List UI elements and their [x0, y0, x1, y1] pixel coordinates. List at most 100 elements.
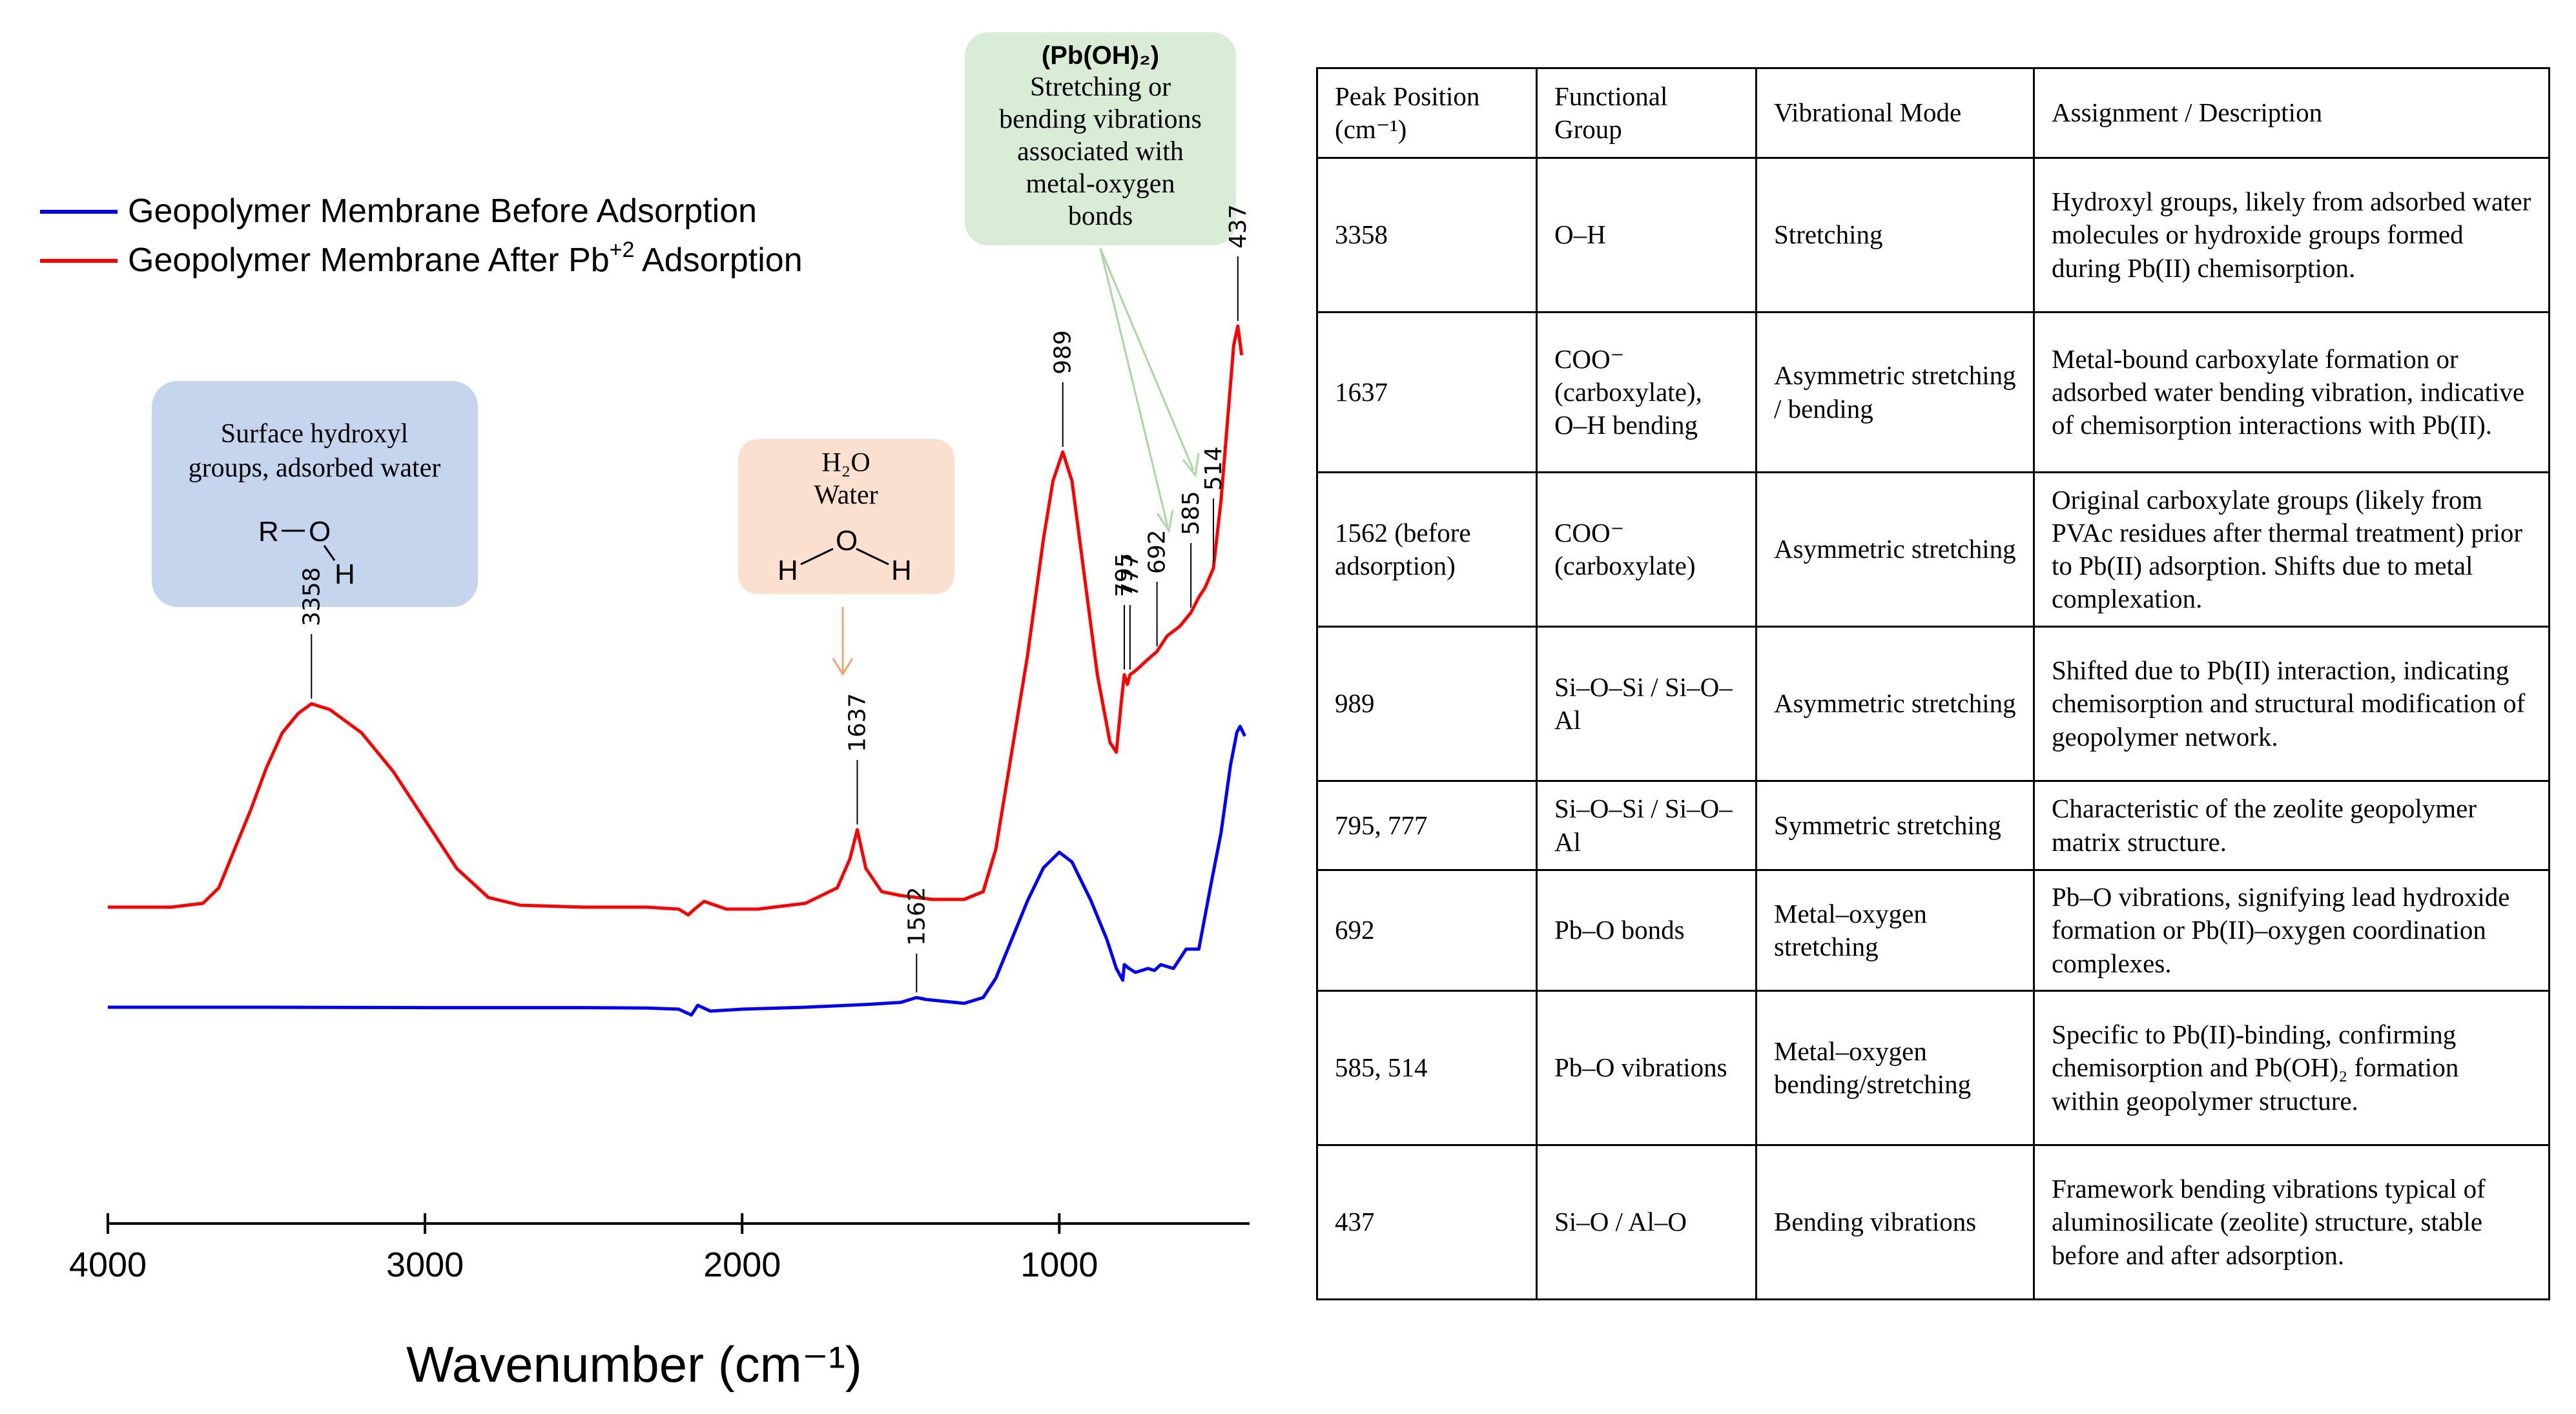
- cell-description: Specific to Pb(II)-binding, confirming c…: [2033, 990, 2550, 1146]
- cell-mode: Stretching: [1755, 157, 2035, 313]
- table-row: 989 Si–O–Si / Si–O–Al Asymmetric stretch…: [1316, 626, 2550, 782]
- cell-peak: 1562 (before adsorption): [1316, 471, 1538, 628]
- pboh-note-box: [965, 32, 1236, 245]
- header-vibrational-mode: Vibrational Mode: [1755, 67, 2035, 159]
- peak-assignment-table: Peak Position (cm⁻¹) Functional Group Vi…: [1316, 67, 2550, 1300]
- pboh-note-line5: bonds: [1068, 201, 1133, 231]
- cell-mode: Bending vibrations: [1755, 1144, 2035, 1300]
- cell-peak: 585, 514: [1316, 990, 1538, 1146]
- table-row: 585, 514 Pb–O vibrations Metal–oxygen be…: [1316, 990, 2550, 1146]
- peak-label-777: 777: [1117, 553, 1144, 597]
- table-row: 692 Pb–O bonds Metal–oxygen stretching P…: [1316, 869, 2550, 992]
- pboh-arrow-2-head: [1182, 453, 1200, 478]
- cell-peak: 795, 777: [1316, 780, 1538, 871]
- cell-mode: Asymmetric stretching / bending: [1755, 311, 2035, 473]
- peak-label-1562: 1562: [903, 886, 930, 946]
- cell-peak: 437: [1316, 1144, 1538, 1300]
- x-axis: 4000 3000 2000 1000: [69, 1213, 1250, 1284]
- peak-label-514: 514: [1200, 446, 1227, 491]
- cell-description: Pb–O vibrations, signifying lead hydroxi…: [2033, 869, 2550, 992]
- cell-peak: 1637: [1316, 311, 1538, 473]
- water-bond-2: [856, 548, 889, 566]
- series-line-before: [108, 724, 1246, 1017]
- ftir-chart: Geopolymer Membrane Before Adsorption Ge…: [40, 32, 1252, 1393]
- table-header-row: Peak Position (cm⁻¹) Functional Group Vi…: [1316, 67, 2550, 159]
- cell-group: Si–O–Si / Si–O–Al: [1536, 780, 1757, 871]
- pboh-note-line1: Stretching or: [1030, 72, 1171, 102]
- cell-group: Si–O–Si / Si–O–Al: [1536, 626, 1757, 782]
- hydroxyl-note-line2: groups, adsorbed water: [189, 453, 441, 483]
- cell-group: Pb–O vibrations: [1536, 990, 1757, 1146]
- cell-description: Hydroxyl groups, likely from adsorbed wa…: [2033, 157, 2550, 313]
- hydroxyl-note-line1: Surface hydroxyl: [221, 419, 408, 449]
- header-assignment: Assignment / Description: [2033, 67, 2550, 159]
- cell-mode: Metal–oxygen bending/stretching: [1755, 990, 2035, 1146]
- hydroxyl-struct-r: R: [258, 516, 279, 548]
- header-functional-group: Functional Group: [1536, 67, 1757, 159]
- cell-description: Original carboxylate groups (likely from…: [2033, 471, 2550, 628]
- table-row: 1637 COO⁻ (carboxylate), O–H bending Asy…: [1316, 311, 2550, 473]
- x-axis-label: Wavenumber (cm⁻¹): [406, 1336, 862, 1393]
- cell-description: Metal-bound carboxylate formation or ads…: [2033, 311, 2550, 473]
- water-struct-h2: H: [891, 555, 912, 586]
- cell-peak: 989: [1316, 626, 1538, 782]
- table-row: 795, 777 Si–O–Si / Si–O–Al Symmetric str…: [1316, 780, 2550, 871]
- pboh-note-line4: metal-oxygen: [1026, 169, 1175, 199]
- cell-group: COO⁻ (carboxylate): [1536, 471, 1757, 628]
- cell-group: O–H: [1536, 157, 1757, 313]
- peak-label-437: 437: [1225, 204, 1252, 249]
- water-note-line2: Water: [814, 480, 878, 510]
- cell-group: Si–O / Al–O: [1536, 1144, 1757, 1300]
- hydroxyl-struct-o: O: [309, 516, 331, 548]
- legend: Geopolymer Membrane Before Adsorption Ge…: [40, 192, 803, 279]
- hydroxyl-struct-h: H: [335, 558, 355, 590]
- table-row: 437 Si–O / Al–O Bending vibrations Frame…: [1316, 1144, 2550, 1300]
- water-bond-1: [800, 548, 834, 566]
- water-arrow-head: [832, 658, 854, 676]
- cell-group: COO⁻ (carboxylate), O–H bending: [1536, 311, 1757, 473]
- water-note: H₂O Water O H H: [738, 439, 954, 676]
- legend-label-after: Geopolymer Membrane After Pb+2 Adsorptio…: [128, 238, 803, 279]
- peak-label-585: 585: [1178, 491, 1204, 535]
- pboh-note-line2: bending vibrations: [999, 105, 1202, 134]
- cell-peak: 3358: [1316, 157, 1538, 313]
- hydroxyl-note: Surface hydroxyl groups, adsorbed water …: [152, 381, 478, 607]
- cell-mode: Asymmetric stretching: [1755, 471, 2035, 628]
- pboh-arrow-2: [1099, 248, 1195, 471]
- table-row: 3358 O–H Stretching Hydroxyl groups, lik…: [1316, 157, 2550, 313]
- x-tick-label: 1000: [1020, 1245, 1098, 1284]
- peak-label-1637: 1637: [844, 693, 871, 752]
- cell-description: Framework bending vibrations typical of …: [2033, 1144, 2550, 1300]
- water-note-line1: H₂O: [821, 448, 870, 478]
- cell-description: Shifted due to Pb(II) interaction, indic…: [2033, 626, 2550, 782]
- peak-label-989: 989: [1050, 330, 1077, 374]
- pboh-arrow-1: [1099, 248, 1169, 527]
- cell-mode: Asymmetric stretching: [1755, 626, 2035, 782]
- pboh-note: (Pb(OH)₂) Stretching or bending vibratio…: [965, 32, 1236, 533]
- series-layer: [108, 324, 1246, 1017]
- water-note-box: [738, 439, 954, 594]
- cell-description: Characteristic of the zeolite geopolymer…: [2033, 780, 2550, 871]
- cell-group: Pb–O bonds: [1536, 869, 1757, 992]
- pboh-arrow-1-head: [1156, 509, 1174, 533]
- x-tick-label: 3000: [386, 1245, 464, 1284]
- water-struct-h1: H: [778, 555, 798, 586]
- peak-label-795: 795: [1111, 553, 1138, 597]
- water-struct-o: O: [836, 525, 858, 557]
- header-peak-position: Peak Position (cm⁻¹): [1316, 67, 1538, 159]
- peak-label-3358: 3358: [298, 567, 325, 626]
- cell-peak: 692: [1316, 869, 1538, 992]
- cell-mode: Symmetric stretching: [1755, 780, 2035, 871]
- hydroxyl-note-box: [152, 381, 478, 607]
- table-row: 1562 (before adsorption) COO⁻ (carboxyla…: [1316, 471, 2550, 628]
- hydroxyl-bond-oh: [323, 545, 336, 561]
- peak-label-692: 692: [1144, 529, 1171, 574]
- cell-mode: Metal–oxygen stretching: [1755, 869, 2035, 992]
- series-line-after: [108, 324, 1244, 917]
- x-tick-label: 4000: [69, 1245, 147, 1284]
- x-tick-label: 2000: [703, 1245, 781, 1284]
- legend-label-before: Geopolymer Membrane Before Adsorption: [128, 192, 757, 230]
- pboh-note-line3: associated with: [1017, 137, 1184, 167]
- pboh-note-title: (Pb(OH)₂): [1042, 41, 1159, 70]
